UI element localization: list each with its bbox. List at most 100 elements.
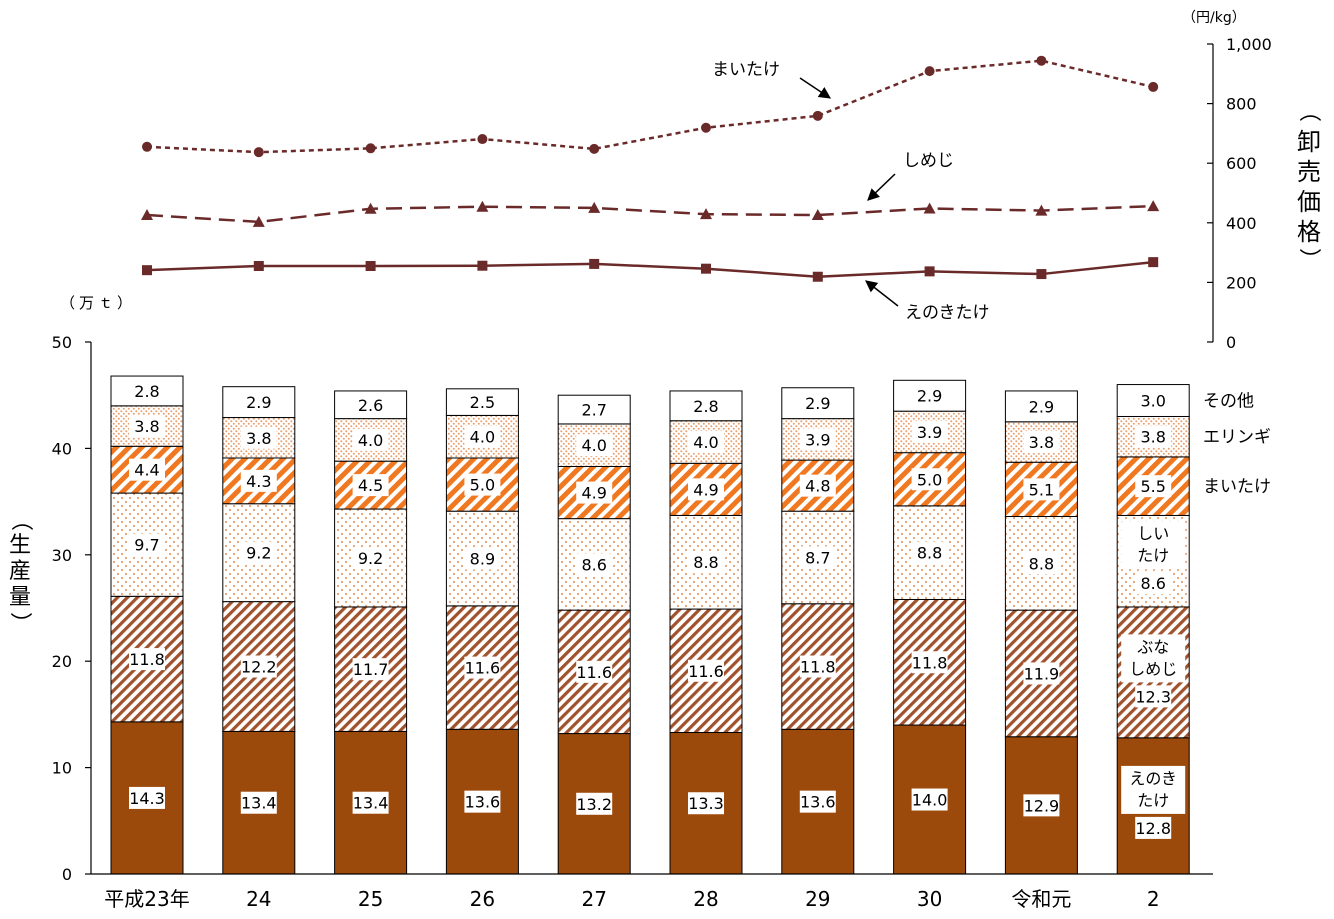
price-tick-label: 0 — [1226, 333, 1236, 352]
price-tick-label: 600 — [1226, 154, 1257, 173]
data-label-box — [799, 392, 836, 415]
x-category-label: 24 — [246, 887, 271, 911]
data-label-box — [1023, 395, 1060, 418]
data-label: 12.3 — [1135, 687, 1171, 706]
data-label-box — [799, 790, 836, 813]
y-tick-label: 0 — [62, 865, 72, 884]
data-label: 2.7 — [581, 401, 606, 420]
bar-segment — [557, 465, 631, 520]
data-label: 2.9 — [246, 393, 271, 412]
data-label-box — [240, 469, 277, 492]
data-label-box — [240, 541, 277, 564]
price-line — [146, 204, 1154, 224]
data-label-box — [911, 651, 948, 674]
data-label-box — [1023, 552, 1060, 575]
bar-segment — [893, 452, 967, 507]
y-tick-label: 20 — [52, 652, 72, 671]
x-category-label: 26 — [470, 887, 495, 911]
production-axis: 0 10 20 30 40 50 （万ｔ） 生産量 （ ） — [7, 294, 1213, 884]
y-unit-label: （万ｔ） — [60, 294, 136, 312]
arrow — [799, 77, 831, 99]
data-label: 13.4 — [241, 794, 277, 813]
data-label: 4.3 — [246, 472, 271, 491]
price-axis-label-char: 価 — [1297, 188, 1321, 216]
price-point — [1148, 257, 1159, 268]
data-label-box — [1135, 425, 1172, 448]
data-label-box — [911, 384, 948, 407]
price-point — [811, 209, 824, 221]
price-point — [1035, 204, 1048, 216]
price-unit-label: （円/kg） — [1182, 10, 1246, 26]
data-label: 9.2 — [358, 549, 383, 568]
y-axis-paren-open: （ — [8, 509, 33, 531]
data-label-box — [688, 431, 724, 454]
data-label-box — [1023, 662, 1060, 685]
data-label-box — [464, 425, 501, 448]
price-tick-label: 200 — [1226, 273, 1257, 292]
data-label: 4.9 — [693, 480, 718, 499]
y-tick-label: 50 — [52, 333, 72, 352]
price-point — [812, 110, 823, 121]
data-label-box — [1135, 475, 1172, 498]
y-tick-label: 10 — [52, 759, 72, 778]
data-label: 11.8 — [800, 658, 836, 677]
data-label: 11.6 — [576, 663, 612, 682]
data-label-box — [464, 790, 501, 813]
data-label: 2.6 — [358, 396, 383, 415]
data-label: 4.9 — [581, 484, 606, 503]
line-series-label: まいたけ — [712, 60, 780, 80]
price-point — [701, 122, 711, 133]
data-label-box — [352, 428, 389, 451]
data-label-box — [464, 391, 501, 414]
data-label: 3.9 — [917, 423, 942, 442]
price-point — [253, 261, 264, 272]
data-label: 13.6 — [800, 793, 836, 812]
data-label-box — [129, 458, 165, 481]
data-label-box — [576, 792, 613, 815]
price-point — [477, 260, 488, 271]
price-axis-label-char: 卸 — [1297, 128, 1321, 156]
data-label-box — [911, 541, 948, 564]
data-label: 5.0 — [470, 476, 495, 495]
data-label-box — [799, 655, 836, 678]
data-label-box — [352, 474, 389, 497]
data-label: 11.8 — [129, 650, 165, 669]
data-label: 2.8 — [693, 397, 718, 416]
data-label-box — [464, 656, 501, 679]
data-label-box — [1135, 816, 1172, 839]
data-label: 3.0 — [1140, 392, 1165, 411]
price-point — [365, 261, 376, 272]
price-point — [700, 208, 712, 220]
price-point — [589, 258, 600, 269]
data-label-box — [129, 415, 165, 438]
price-line — [146, 260, 1154, 278]
price-tick-label: 800 — [1226, 95, 1257, 114]
data-label: 9.2 — [246, 544, 271, 563]
data-label-box — [911, 420, 948, 443]
data-label-box — [240, 791, 277, 814]
y-axis-paren-close: ） — [7, 612, 32, 634]
data-label-box — [1135, 389, 1172, 412]
arrow — [867, 173, 896, 201]
data-label-box — [240, 655, 277, 678]
data-label-box — [688, 551, 724, 574]
price-point — [253, 147, 264, 158]
y-axis-label-char: 産 — [9, 559, 31, 584]
data-label: 8.8 — [693, 553, 718, 572]
data-label-box — [129, 648, 165, 671]
series-name-in-bar: しい — [1137, 524, 1169, 543]
price-axis-label-char: 売 — [1297, 158, 1321, 186]
data-label: 8.6 — [581, 555, 606, 574]
data-label-box — [464, 473, 501, 496]
data-label-box — [688, 478, 724, 501]
data-label: 12.2 — [241, 658, 277, 677]
price-point — [1147, 200, 1160, 212]
y-axis-label-char: 量 — [9, 585, 31, 610]
price-tick-label: 400 — [1226, 214, 1257, 233]
price-axis-paren-close: ） — [1296, 248, 1321, 270]
bar-series-legend: エリンギ — [1203, 428, 1271, 448]
data-label: 8.7 — [805, 548, 830, 567]
